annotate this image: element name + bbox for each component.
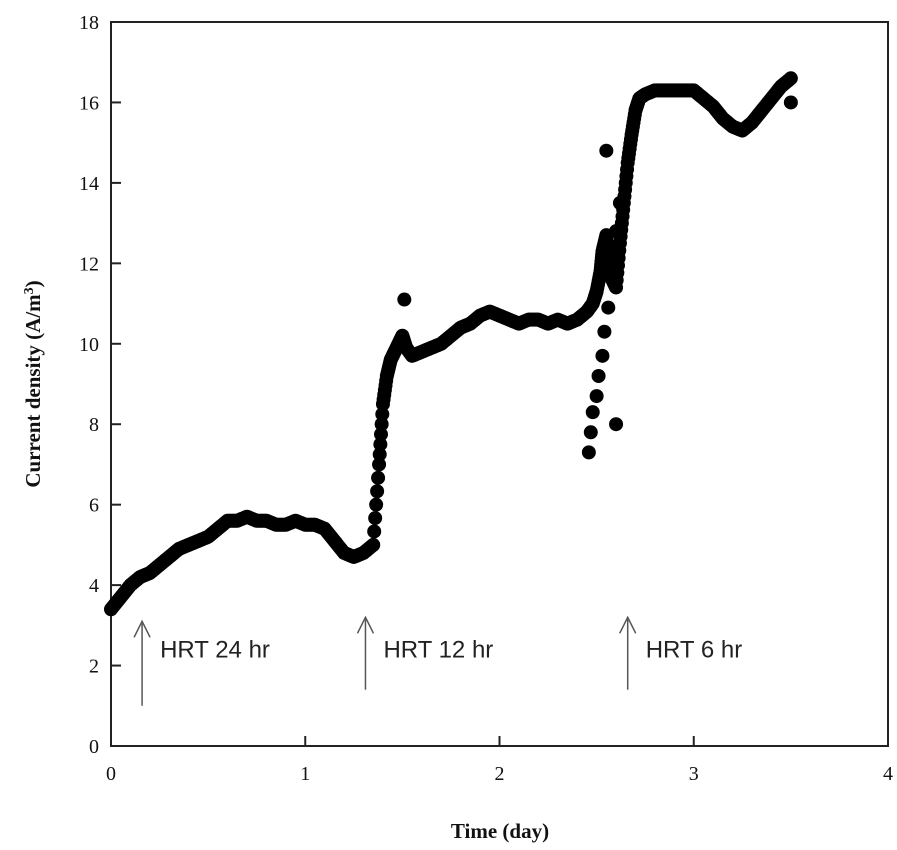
outlier-point [595,348,610,363]
annotation-label: HRT 6 hr [646,636,742,663]
x-tick-label: 1 [300,763,310,785]
x-tick-label: 4 [883,763,893,785]
outlier-point [585,405,600,420]
y-tick-label: 8 [89,414,99,436]
y-axis-title: Current density (A/m3) [21,280,45,487]
x-axis: 0 1 2 3 4 [106,736,893,785]
y-axis-title-main: Current density (A/m [21,294,45,488]
data-point [374,417,389,432]
data-point [375,407,390,422]
y-tick-label: 12 [79,253,99,275]
hrt-annotation: HRT 12 hr [356,615,493,690]
outlier-point [605,264,620,279]
annotation-label: HRT 24 hr [160,636,270,663]
outlier-point [589,389,604,404]
y-axis-title-superscript: 3 [22,287,37,294]
data-point [369,497,384,512]
y-tick-label: 16 [79,92,99,114]
data-point [373,437,388,452]
outlier-point [591,368,606,383]
y-tick-label: 6 [89,495,99,517]
x-tick-label: 3 [689,763,699,785]
outlier-point [783,95,798,110]
outlier-point [612,196,627,210]
outlier-point [583,425,598,440]
x-tick-label: 2 [495,763,505,785]
outlier-point [397,292,412,307]
hrt-annotation: HRT 24 hr [133,619,270,706]
data-point [367,524,382,539]
data-point [370,484,385,499]
annotation-arrow-head [619,615,637,634]
y-axis: 0 2 4 6 8 10 12 14 16 18 [79,12,121,758]
outlier-point [609,224,624,239]
outlier-point [581,445,596,460]
x-tick-label: 0 [106,763,116,785]
data-point [368,511,383,526]
annotation-arrow-head [356,615,375,634]
y-tick-label: 10 [79,334,99,356]
outlier-point [599,143,614,158]
y-tick-label: 0 [89,736,99,758]
outlier-point [597,324,612,339]
data-point [783,71,798,86]
y-tick-label: 2 [89,656,99,678]
data-point [371,470,386,485]
outlier-point [609,417,624,432]
data-point [372,447,387,462]
annotation-layer: HRT 24 hr HRT 12 hr HRT 6 hr [133,615,742,706]
data-series [104,71,798,617]
data-point [374,427,389,442]
annotation-label: HRT 12 hr [383,636,493,663]
data-point [372,457,387,472]
y-tick-label: 18 [79,12,99,34]
outlier-point [601,300,616,315]
data-point [366,537,381,552]
y-tick-label: 4 [89,575,99,597]
x-axis-title: Time (day) [451,819,549,843]
hrt-annotation: HRT 6 hr [619,615,742,690]
annotation-arrow-head [133,619,151,638]
y-axis-title-close: ) [21,280,45,287]
y-tick-label: 14 [79,173,99,195]
